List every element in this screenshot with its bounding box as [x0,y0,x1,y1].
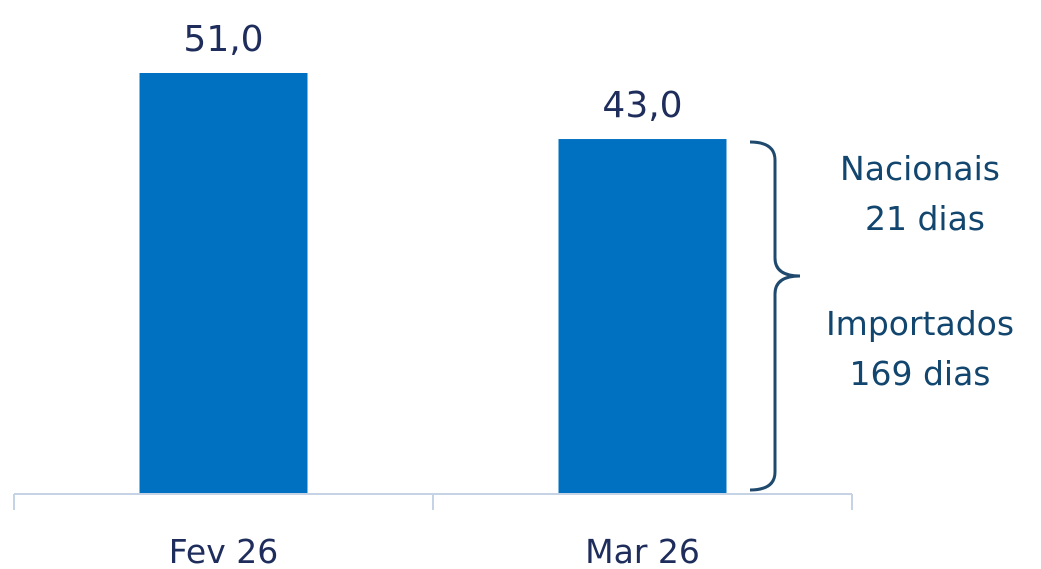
curly-bracket [749,140,801,492]
nacionais-label: Nacionais [840,149,1000,188]
category-labels-group: Fev 26 Mar 26 [169,532,700,569]
value-labels-group: 51,0 43,0 [183,19,682,126]
category-label-1: Mar 26 [585,532,700,569]
value-label-0: 51,0 [183,19,263,60]
bracket-notes-group: Nacionais 21 dias Importados 169 dias [826,149,1014,393]
bar-1 [558,139,727,494]
importados-label: Importados [826,304,1014,343]
importados-days-label: 169 dias [849,354,990,393]
nacionais-days-label: 21 dias [865,199,985,238]
value-label-1: 43,0 [602,85,682,126]
category-label-0: Fev 26 [169,532,279,569]
bar-0 [139,73,308,494]
bars-group [139,73,727,494]
